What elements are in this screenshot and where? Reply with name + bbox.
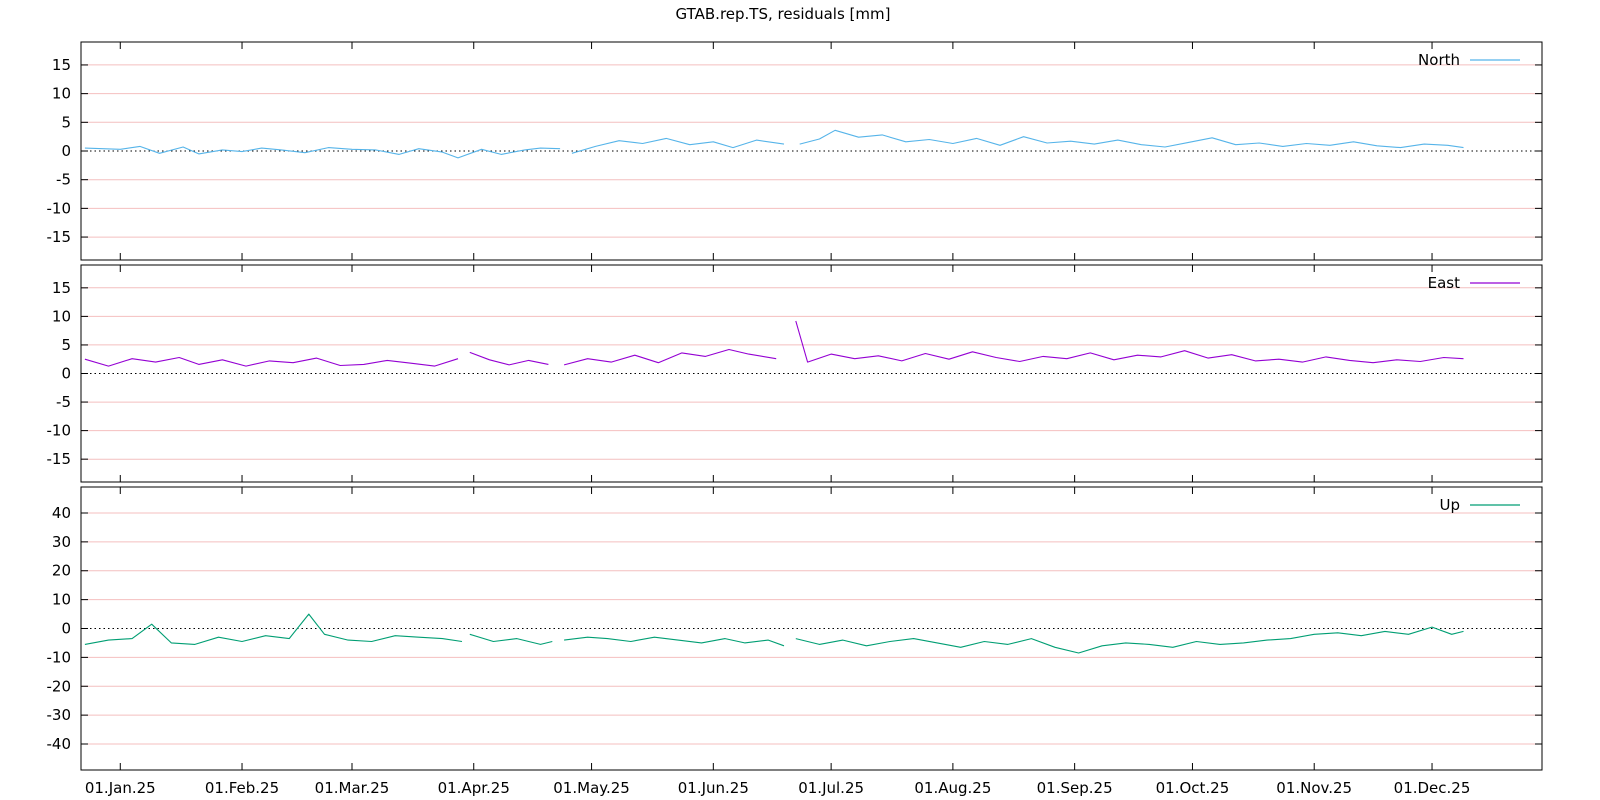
up-y-tick-label: -10 (47, 648, 72, 666)
up-y-tick-label: -30 (47, 706, 72, 724)
x-tick-label: 01.Jul.25 (798, 779, 864, 797)
panel-east: -15 -10 -5 0 5 10 15 East (47, 264, 1543, 483)
chart-title: GTAB.rep.TS, residuals [mm] (676, 5, 891, 23)
east-y-tick-label: 15 (52, 279, 71, 297)
east-panel-frame (80, 264, 1543, 483)
up-y-tick-label: 0 (61, 620, 71, 638)
north-series-segment (799, 129, 1464, 149)
north-y-tick-label: -15 (47, 228, 72, 246)
x-tick-label: 01.May.25 (553, 779, 630, 797)
up-y-tick-label: 10 (52, 591, 71, 609)
east-series-segment (469, 351, 549, 366)
x-tick-label: 01.Apr.25 (438, 779, 510, 797)
north-panel-frame (80, 41, 1543, 261)
chart-panels: -15 -10 -5 0 5 10 15 North -15 -10 -5 0 5 10 15 East -40… (47, 41, 1543, 771)
x-tick-label: 01.Mar.25 (315, 779, 390, 797)
east-legend-label: East (1428, 274, 1460, 292)
x-tick-label: 01.Dec.25 (1394, 779, 1471, 797)
up-y-tick-label: 20 (52, 562, 71, 580)
north-series-segment (571, 137, 785, 154)
north-y-tick-label: 5 (61, 113, 71, 131)
north-y-tick-label: -10 (47, 199, 72, 217)
x-tick-label: 01.Jun.25 (678, 779, 749, 797)
up-y-tick-label: 40 (52, 504, 71, 522)
x-tick-label: 01.Feb.25 (205, 779, 279, 797)
east-y-tick-label: -15 (47, 450, 72, 468)
east-y-tick-label: -5 (56, 393, 71, 411)
x-tick-label: 01.Oct.25 (1156, 779, 1230, 797)
north-legend-label: North (1418, 51, 1460, 69)
north-y-tick-label: 10 (52, 85, 71, 103)
east-y-tick-label: 10 (52, 307, 71, 325)
panel-north: -15 -10 -5 0 5 10 15 North (47, 41, 1543, 261)
east-series-segment (563, 348, 777, 366)
up-panel-frame (80, 486, 1543, 771)
north-y-tick-label: -5 (56, 171, 71, 189)
x-tick-label: 01.Aug.25 (914, 779, 991, 797)
up-series-segment (564, 636, 785, 647)
x-tick-label: 01.Sep.25 (1037, 779, 1113, 797)
panel-up: -40 -30 -20 -10 0 10 20 30 40 Up (47, 486, 1543, 771)
north-y-tick-label: 15 (52, 56, 71, 74)
x-tick-label: 01.Nov.25 (1276, 779, 1352, 797)
east-y-tick-label: 5 (61, 336, 71, 354)
north-series-segment (84, 145, 561, 159)
east-y-tick-label: 0 (61, 365, 71, 383)
up-series-segment (795, 626, 1464, 654)
up-legend-label: Up (1439, 496, 1460, 514)
x-tick-label: 01.Jan.25 (85, 779, 156, 797)
up-series-segment (84, 613, 463, 645)
east-y-tick-label: -10 (47, 422, 72, 440)
x-tick-labels: 01.Jan.25 01.Feb.25 01.Mar.25 01.Apr.25 01.M… (85, 779, 1471, 797)
east-series-segment (795, 320, 1464, 364)
up-series-segment (469, 633, 553, 645)
up-y-tick-label: -20 (47, 677, 72, 695)
north-y-tick-label: 0 (61, 142, 71, 160)
up-y-tick-label: 30 (52, 533, 71, 551)
east-series-segment (84, 356, 459, 367)
up-y-tick-label: -40 (47, 735, 72, 753)
